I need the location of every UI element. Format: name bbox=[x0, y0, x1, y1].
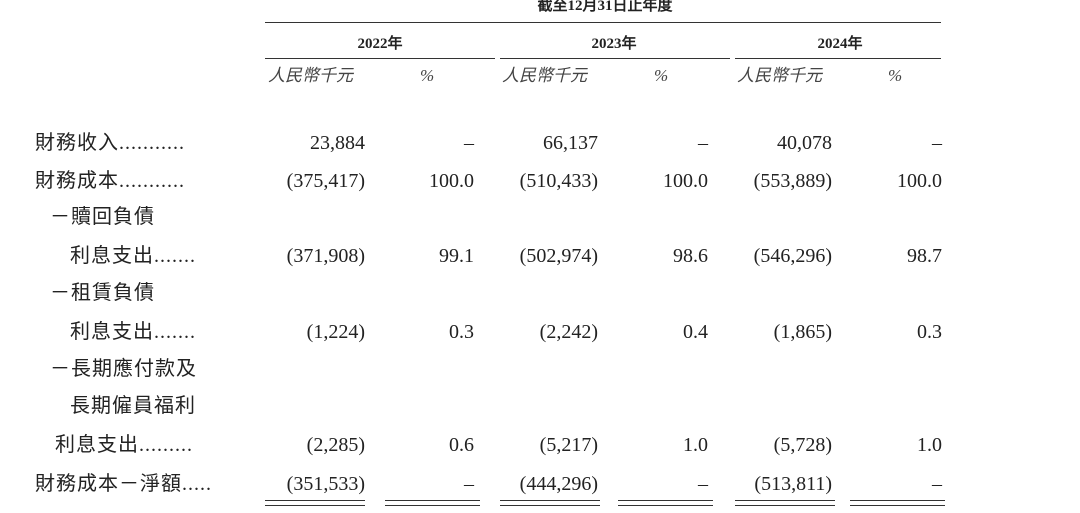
cell: 100.0 bbox=[897, 170, 942, 192]
cell: 0.6 bbox=[449, 434, 474, 456]
cell: 0.3 bbox=[917, 321, 942, 343]
year-header: 2024年 bbox=[817, 36, 863, 52]
unit-amount: 人民幣千元 bbox=[737, 66, 822, 85]
rule bbox=[500, 58, 730, 59]
row-label: 長期僱員福利 bbox=[70, 395, 196, 417]
cell: (2,285) bbox=[306, 434, 365, 456]
cell: (553,889) bbox=[753, 170, 832, 192]
double-rule bbox=[265, 500, 365, 501]
cell: (1,865) bbox=[773, 321, 832, 343]
rule bbox=[735, 58, 941, 59]
cell: 40,078 bbox=[777, 132, 832, 154]
cell: 1.0 bbox=[917, 434, 942, 456]
double-rule bbox=[735, 500, 835, 501]
double-rule bbox=[500, 505, 600, 506]
double-rule bbox=[735, 505, 835, 506]
row-label: －長期應付款及 bbox=[50, 358, 197, 380]
unit-percent: % bbox=[420, 66, 435, 85]
cell: – bbox=[932, 132, 942, 154]
period-header: 截至12月31日止年度 bbox=[537, 0, 673, 14]
cell: – bbox=[698, 132, 708, 154]
cell: 100.0 bbox=[663, 170, 708, 192]
cell: (351,533) bbox=[286, 473, 365, 495]
cell: – bbox=[464, 132, 474, 154]
cell: (546,296) bbox=[753, 245, 832, 267]
rule bbox=[265, 58, 495, 59]
cell: 98.7 bbox=[907, 245, 942, 267]
cell: 99.1 bbox=[439, 245, 474, 267]
year-header: 2022年 bbox=[357, 36, 403, 52]
double-rule bbox=[850, 505, 945, 506]
cell: (5,217) bbox=[539, 434, 598, 456]
cell: 23,884 bbox=[310, 132, 365, 154]
cell: – bbox=[932, 473, 942, 495]
cell: 1.0 bbox=[683, 434, 708, 456]
row-label: 利息支出....... bbox=[70, 321, 196, 343]
cell: – bbox=[464, 473, 474, 495]
cell: (513,811) bbox=[754, 473, 832, 495]
unit-percent: % bbox=[654, 66, 669, 85]
unit-percent: % bbox=[888, 66, 903, 85]
cell: – bbox=[698, 473, 708, 495]
cell: 0.4 bbox=[683, 321, 708, 343]
cell: 0.3 bbox=[449, 321, 474, 343]
row-label: －租賃負債 bbox=[50, 282, 155, 304]
rule bbox=[265, 22, 941, 23]
cell: 66,137 bbox=[543, 132, 598, 154]
cell: 98.6 bbox=[673, 245, 708, 267]
double-rule bbox=[385, 500, 480, 501]
year-header: 2023年 bbox=[591, 36, 637, 52]
cell: (2,242) bbox=[539, 321, 598, 343]
double-rule bbox=[618, 505, 713, 506]
unit-amount: 人民幣千元 bbox=[268, 66, 353, 85]
cell: (444,296) bbox=[519, 473, 598, 495]
row-label: －贖回負債 bbox=[50, 206, 155, 228]
cell: (375,417) bbox=[286, 170, 365, 192]
cell: 100.0 bbox=[429, 170, 474, 192]
double-rule bbox=[385, 505, 480, 506]
double-rule bbox=[850, 500, 945, 501]
unit-amount: 人民幣千元 bbox=[502, 66, 587, 85]
row-label: 利息支出......... bbox=[55, 434, 193, 456]
cell: (502,974) bbox=[519, 245, 598, 267]
double-rule bbox=[500, 500, 600, 501]
cell: (1,224) bbox=[306, 321, 365, 343]
double-rule bbox=[265, 505, 365, 506]
double-rule bbox=[618, 500, 713, 501]
cell: (510,433) bbox=[519, 170, 598, 192]
row-label: 財務成本－淨額..... bbox=[35, 473, 212, 495]
cell: (5,728) bbox=[773, 434, 832, 456]
row-label: 財務成本........... bbox=[35, 170, 185, 192]
row-label: 利息支出....... bbox=[70, 245, 196, 267]
cell: (371,908) bbox=[286, 245, 365, 267]
row-label: 財務收入........... bbox=[35, 132, 185, 154]
